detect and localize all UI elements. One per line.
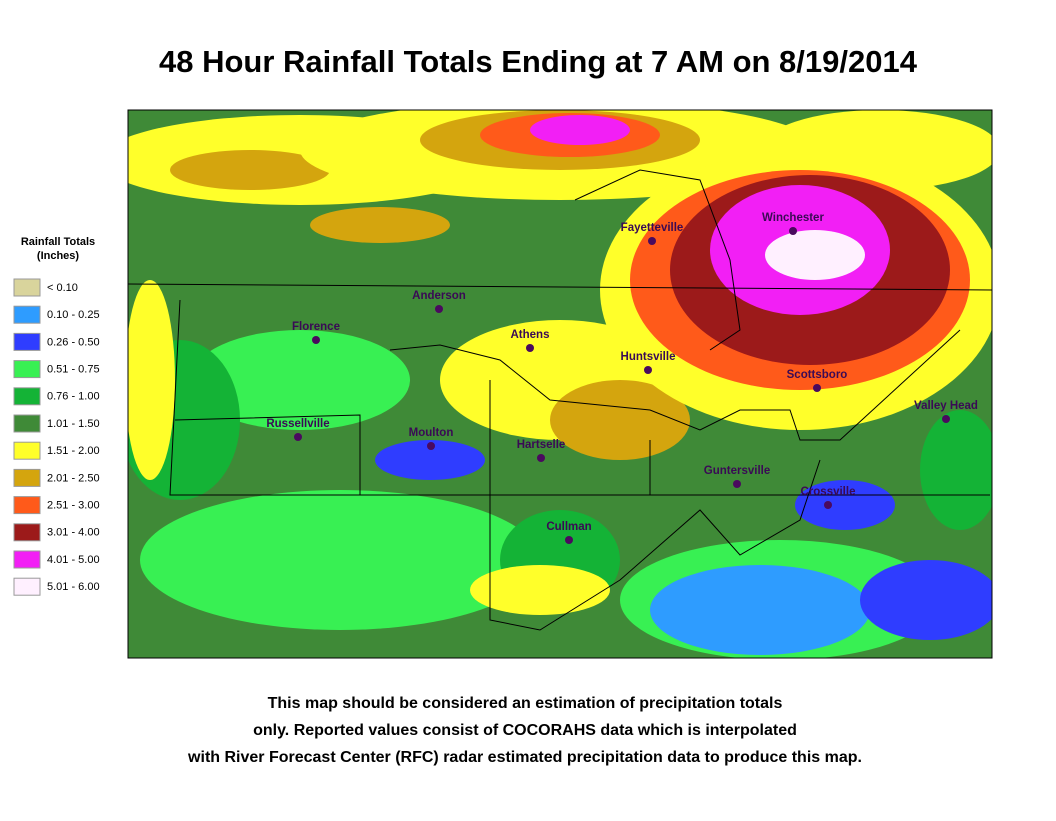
city-label: Scottsboro	[787, 369, 848, 381]
legend-label: 5.01 - 6.00	[47, 581, 100, 593]
city-dot	[565, 536, 573, 544]
city-label: Cullman	[546, 521, 591, 533]
legend-swatch	[13, 278, 41, 297]
legend-swatch	[13, 332, 41, 351]
city-dot	[644, 366, 652, 374]
city-dot	[813, 384, 821, 392]
city-dot	[294, 433, 302, 441]
legend-label: 2.51 - 3.00	[47, 500, 100, 512]
footnote-line: with River Forecast Center (RFC) radar e…	[187, 749, 862, 766]
city-dot	[427, 442, 435, 450]
city-dot	[824, 501, 832, 509]
legend-swatch	[13, 387, 41, 406]
legend-swatch	[13, 468, 41, 487]
map-frame	[127, 109, 993, 659]
city-label: Fayetteville	[621, 222, 684, 234]
city-label: Crossville	[801, 486, 856, 498]
city-label: Valley Head	[914, 400, 978, 412]
city-dot	[942, 415, 950, 423]
city-label: Winchester	[762, 212, 824, 224]
legend-label: 1.01 - 1.50	[47, 418, 100, 430]
legend-title: Rainfall Totals	[21, 236, 95, 248]
city-dot	[648, 237, 656, 245]
city-label: Hartselle	[517, 439, 566, 451]
legend-swatch	[13, 523, 41, 542]
legend-swatch	[13, 550, 41, 569]
city-dot	[789, 227, 797, 235]
city-label: Athens	[511, 329, 550, 341]
legend-label: 0.76 - 1.00	[47, 391, 100, 403]
legend-label: 0.26 - 0.50	[47, 336, 100, 348]
legend-swatch	[13, 496, 41, 515]
city-label: Guntersville	[704, 465, 770, 477]
city-label: Florence	[292, 321, 340, 333]
legend-label: 1.51 - 2.00	[47, 445, 100, 457]
legend-swatch	[13, 360, 41, 379]
legend-title: (Inches)	[37, 250, 80, 262]
footnote-line: only. Reported values consist of COCORAH…	[253, 722, 797, 739]
city-label: Russellville	[266, 418, 329, 430]
city-dot	[435, 305, 443, 313]
legend-swatch	[13, 577, 41, 596]
city-dot	[526, 344, 534, 352]
footnote-line: This map should be considered an estimat…	[268, 695, 783, 712]
legend-label: 3.01 - 4.00	[47, 527, 100, 539]
boundaries	[127, 169, 993, 631]
legend-label: < 0.10	[47, 282, 78, 294]
legend-label: 4.01 - 5.00	[47, 554, 100, 566]
legend-swatch	[13, 305, 41, 324]
legend-label: 0.10 - 0.25	[47, 309, 100, 321]
legend-swatch	[13, 414, 41, 433]
legend-label: 0.51 - 0.75	[47, 364, 100, 376]
city-label: Huntsville	[621, 351, 676, 363]
legend-label: 2.01 - 2.50	[47, 472, 100, 484]
rainfall-field	[128, 110, 992, 658]
city-dot	[733, 480, 741, 488]
city-dot	[537, 454, 545, 462]
city-dot	[312, 336, 320, 344]
city-label: Moulton	[409, 427, 454, 439]
title: 48 Hour Rainfall Totals Ending at 7 AM o…	[159, 44, 918, 79]
city-label: Anderson	[412, 290, 466, 302]
legend-swatch	[13, 441, 41, 460]
